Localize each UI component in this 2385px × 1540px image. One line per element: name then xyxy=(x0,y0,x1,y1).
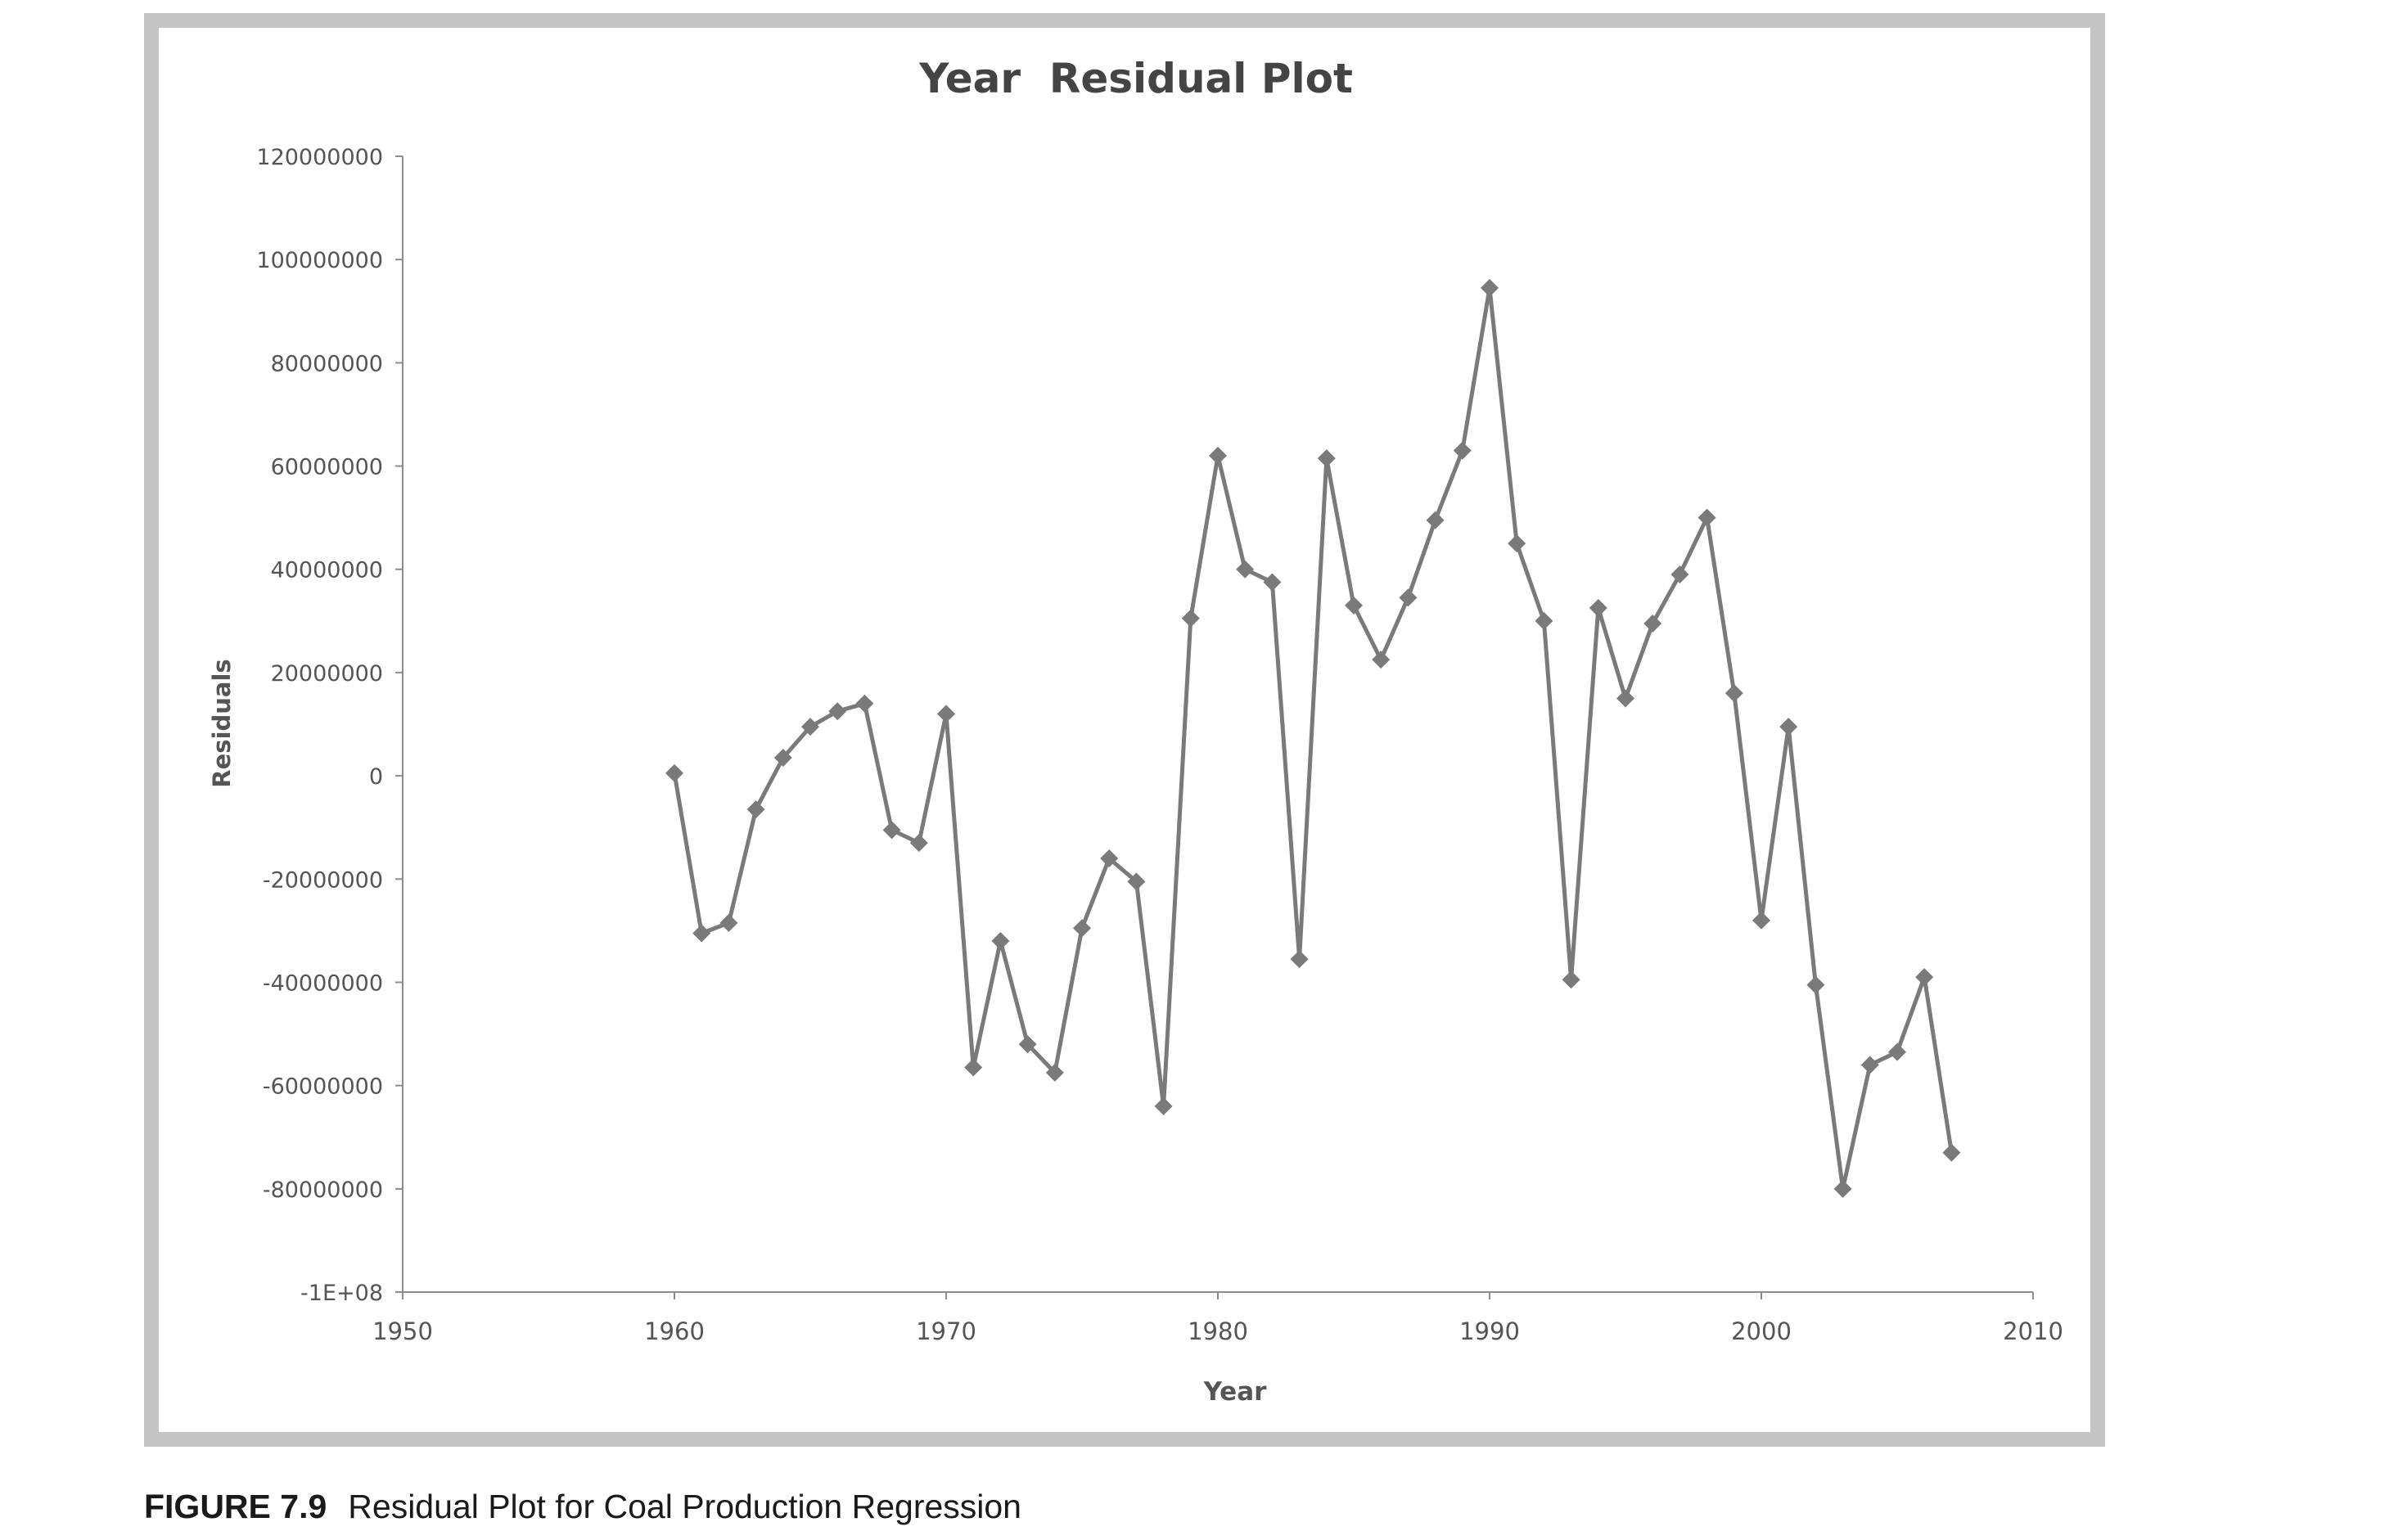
x-tick-label: 1980 xyxy=(1188,1317,1248,1345)
data-point-marker xyxy=(1045,1063,1064,1082)
y-axis-label: Residuals xyxy=(208,659,236,787)
y-tick-label: 120000000 xyxy=(256,145,383,170)
data-point-marker xyxy=(1697,508,1716,527)
data-point-marker xyxy=(1752,911,1770,930)
x-tick-label: 2000 xyxy=(1731,1317,1792,1345)
x-axis-label: Year xyxy=(1203,1377,1268,1407)
data-point-marker xyxy=(1915,968,1934,987)
x-tick-label: 1960 xyxy=(644,1317,705,1345)
data-point-marker xyxy=(1888,1042,1906,1061)
y-tick-label: -20000000 xyxy=(263,867,383,893)
data-point-marker xyxy=(1345,596,1363,615)
data-point-marker xyxy=(665,763,683,782)
chart-plot-area: Year Residual Plot Residuals Year 120000… xyxy=(159,28,2090,1432)
data-point-marker xyxy=(1209,446,1227,465)
data-point-marker xyxy=(1806,975,1825,994)
data-point-marker xyxy=(909,834,928,853)
data-point-marker xyxy=(1833,1179,1852,1198)
data-point-marker xyxy=(692,924,711,943)
y-tick-label: 60000000 xyxy=(271,455,383,480)
data-point-marker xyxy=(746,800,765,819)
data-point-marker xyxy=(1508,534,1526,553)
data-point-marker xyxy=(1860,1056,1879,1074)
data-point-marker xyxy=(801,718,819,736)
data-point-marker xyxy=(1616,689,1634,708)
data-point-marker xyxy=(719,913,738,932)
data-point-marker xyxy=(1589,599,1607,618)
x-tick-label: 1970 xyxy=(916,1317,976,1345)
data-point-marker xyxy=(1779,718,1798,736)
y-tick-label: 100000000 xyxy=(256,248,383,273)
data-point-marker xyxy=(882,821,901,840)
data-point-marker xyxy=(1643,614,1662,633)
data-point-marker xyxy=(991,931,1010,950)
data-point-marker xyxy=(1100,849,1119,868)
residual-line-chart: Year Residual Plot Residuals Year 120000… xyxy=(208,55,2063,1407)
chart-frame: Year Residual Plot Residuals Year 120000… xyxy=(144,13,2105,1447)
data-point-marker xyxy=(1670,565,1689,584)
data-point-marker xyxy=(1942,1143,1961,1162)
data-point-marker xyxy=(855,694,874,713)
data-point-marker xyxy=(1725,684,1743,703)
y-tick-label: -1E+08 xyxy=(300,1281,383,1306)
figure-caption-label: FIGURE 7.9 xyxy=(144,1488,327,1525)
data-point-marker xyxy=(1317,449,1336,468)
y-tick-label: -80000000 xyxy=(263,1178,383,1203)
chart-title: Year Residual Plot xyxy=(918,55,1353,102)
data-point-marker xyxy=(1154,1096,1173,1115)
data-point-marker xyxy=(773,749,792,768)
data-point-marker xyxy=(1399,588,1418,607)
data-point-marker xyxy=(1372,651,1391,669)
data-point-marker xyxy=(1018,1035,1037,1054)
figure-caption-text: Residual Plot for Coal Production Regres… xyxy=(348,1488,1021,1525)
y-tick-label: 20000000 xyxy=(271,661,383,687)
y-tick-label: -40000000 xyxy=(263,970,383,996)
data-point-marker xyxy=(1535,611,1553,630)
data-point-marker xyxy=(1127,872,1146,891)
figure-caption: FIGURE 7.9 Residual Plot for Coal Product… xyxy=(144,1488,1021,1526)
data-point-marker xyxy=(1481,278,1499,297)
x-tick-label: 1950 xyxy=(372,1317,433,1345)
residual-series-line xyxy=(672,286,1954,1191)
y-tick-label: 40000000 xyxy=(271,558,383,583)
data-point-marker xyxy=(1073,919,1091,938)
x-tick-label: 2010 xyxy=(2003,1317,2063,1345)
y-tick-label: 0 xyxy=(369,764,383,790)
data-point-marker xyxy=(1453,441,1472,460)
data-point-marker xyxy=(937,705,955,723)
data-point-marker xyxy=(1426,511,1445,529)
x-tick-label: 1990 xyxy=(1459,1317,1520,1345)
y-tick-label: -60000000 xyxy=(263,1074,383,1100)
data-point-marker xyxy=(828,702,847,721)
data-point-marker xyxy=(964,1058,983,1077)
data-point-marker xyxy=(1562,970,1580,989)
data-point-marker xyxy=(1290,950,1309,969)
data-point-marker xyxy=(1263,573,1282,592)
data-point-marker xyxy=(1181,609,1200,628)
data-point-marker xyxy=(1236,560,1255,579)
y-tick-label: 80000000 xyxy=(271,351,383,376)
